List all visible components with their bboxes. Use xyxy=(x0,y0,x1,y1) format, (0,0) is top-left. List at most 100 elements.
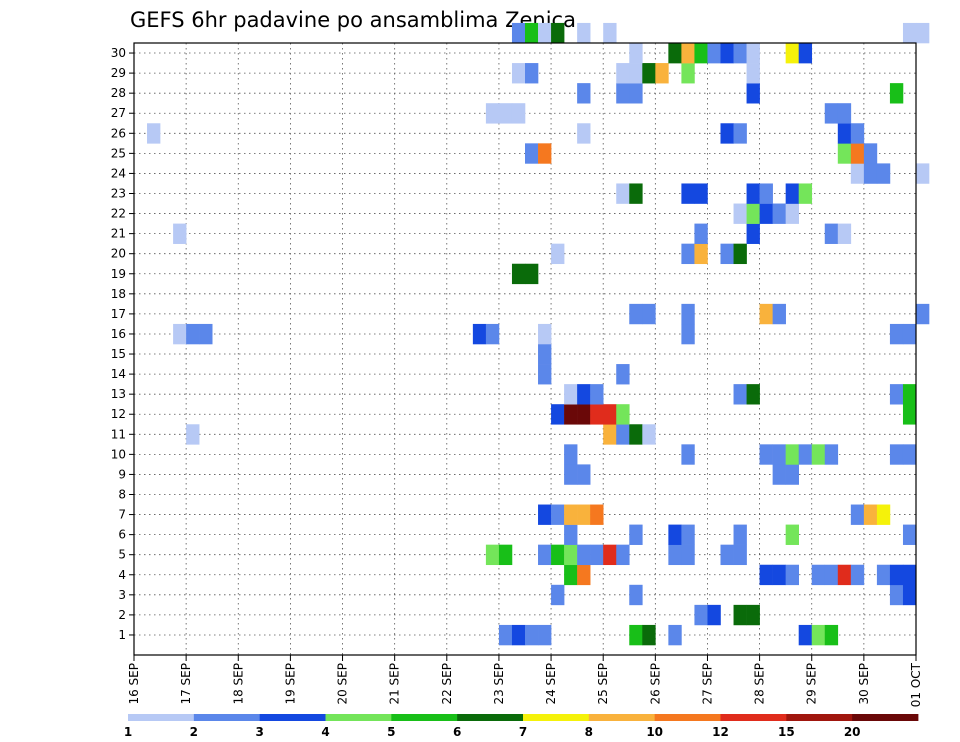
y-tick-label: 27 xyxy=(111,106,126,120)
y-tick-label: 13 xyxy=(111,387,126,401)
colorbar-label: 7 xyxy=(519,725,527,739)
heatmap-cell xyxy=(629,83,643,104)
heatmap-cell xyxy=(850,504,865,525)
colorbar-label: 12 xyxy=(712,725,729,739)
heatmap-cell xyxy=(772,303,786,325)
heatmap-cell xyxy=(551,404,565,425)
heatmap-cell xyxy=(616,404,630,425)
heatmap-cell xyxy=(733,203,747,224)
colorbar-swatch xyxy=(588,714,656,721)
heatmap-cell xyxy=(511,103,526,124)
heatmap-cell xyxy=(564,504,578,525)
x-tick-label: 27 SEP xyxy=(700,663,714,705)
y-tick-label: 11 xyxy=(111,427,126,441)
heatmap-cell xyxy=(746,183,760,204)
colorbar-swatch xyxy=(786,714,853,721)
heatmap-cell xyxy=(681,524,695,545)
heatmap-cell xyxy=(577,544,591,566)
heatmap-cell xyxy=(811,624,826,646)
heatmap-cell xyxy=(733,384,747,405)
heatmap-cell xyxy=(889,323,904,345)
heatmap-cell xyxy=(746,63,760,84)
heatmap-cell xyxy=(511,624,526,646)
heatmap-cell xyxy=(863,143,878,164)
heatmap-cell xyxy=(577,83,591,104)
y-axis-ticks: 1234567891011121314151617181920212223242… xyxy=(111,46,134,642)
heatmap-cell xyxy=(824,223,839,244)
heatmap-cell xyxy=(772,464,786,485)
heatmap-cell xyxy=(772,444,786,465)
heatmap-cell xyxy=(147,123,161,144)
colorbar-label: 15 xyxy=(778,725,795,739)
x-axis-ticks: 16 SEP 17 SEP 18 SEP 19 SEP 20 SEP 21 SEP 22 S… xyxy=(127,655,923,707)
heatmap-cell xyxy=(538,624,552,646)
heatmap-cell xyxy=(629,584,643,606)
heatmap-cell xyxy=(498,103,513,124)
colorbar-label: 20 xyxy=(844,725,861,739)
y-tick-label: 7 xyxy=(118,508,126,522)
heatmap-cell xyxy=(772,564,786,586)
chart-title: GEFS 6hr padavine po ansamblima Zenica xyxy=(130,8,576,32)
heatmap-cell xyxy=(642,63,656,84)
y-tick-label: 2 xyxy=(118,608,126,622)
heatmap-cell xyxy=(511,22,526,44)
heatmap-cell xyxy=(902,384,917,405)
heatmap-cell xyxy=(694,43,708,64)
heatmap-cell xyxy=(733,524,747,545)
y-tick-label: 25 xyxy=(111,146,126,160)
x-tick-label: 24 SEP xyxy=(544,663,558,705)
heatmap-cell xyxy=(629,303,643,325)
heatmap-cell xyxy=(837,143,852,164)
heatmap-cell xyxy=(824,624,839,646)
colorbar-swatch xyxy=(457,714,524,721)
x-tick-label: 17 SEP xyxy=(179,663,193,705)
heatmap-cell xyxy=(551,243,565,265)
heatmap-cell xyxy=(564,524,578,545)
heatmap-cell xyxy=(668,43,682,64)
heatmap-cell xyxy=(616,424,630,445)
x-tick-label: 29 SEP xyxy=(805,663,819,705)
heatmap-cell xyxy=(525,263,539,285)
colorbar-label: 6 xyxy=(453,725,461,739)
heatmap-cell xyxy=(798,444,813,465)
y-tick-label: 4 xyxy=(118,568,126,582)
colorbar-label: 2 xyxy=(190,725,198,739)
heatmap-cell xyxy=(876,163,891,184)
y-tick-label: 3 xyxy=(118,588,126,602)
heatmap-cell xyxy=(759,203,773,224)
colorbar-swatch xyxy=(128,714,195,721)
heatmap-cell xyxy=(668,544,682,566)
heatmap-cell xyxy=(564,464,578,485)
heatmap-cell xyxy=(603,544,617,566)
y-tick-label: 15 xyxy=(111,347,126,361)
heatmap-cell xyxy=(681,444,695,465)
heatmap-cell xyxy=(629,43,643,64)
heatmap-cell xyxy=(498,544,513,566)
heatmap-cell xyxy=(616,364,630,385)
heatmap-cell xyxy=(785,183,799,204)
y-tick-label: 21 xyxy=(111,227,126,241)
colorbar-label: 8 xyxy=(585,725,593,739)
heatmap-cell xyxy=(694,223,708,244)
heatmap-cell xyxy=(642,624,656,646)
heatmap-cell xyxy=(798,43,813,64)
heatmap-cell xyxy=(551,504,565,525)
heatmap-cell xyxy=(746,203,760,224)
heatmap-cell xyxy=(902,584,917,606)
x-tick-label: 16 SEP xyxy=(127,663,141,705)
heatmap-cell xyxy=(629,183,643,204)
heatmap-cell xyxy=(564,544,578,566)
heatmap-cell xyxy=(590,404,604,425)
colorbar: 1 2 3 4 5 6 7 8 10 12 15 20 xyxy=(124,714,919,739)
colorbar-swatch xyxy=(325,714,392,721)
heatmap-cell xyxy=(629,624,643,646)
heatmap-cell xyxy=(785,524,799,545)
heatmap-cell xyxy=(759,303,773,325)
heatmap-cell xyxy=(785,564,799,586)
colorbar-label: 5 xyxy=(387,725,395,739)
colorbar-swatch xyxy=(193,714,261,721)
heatmap-cell xyxy=(551,584,565,606)
x-tick-label: 18 SEP xyxy=(231,663,245,705)
heatmap-cell xyxy=(785,203,799,224)
